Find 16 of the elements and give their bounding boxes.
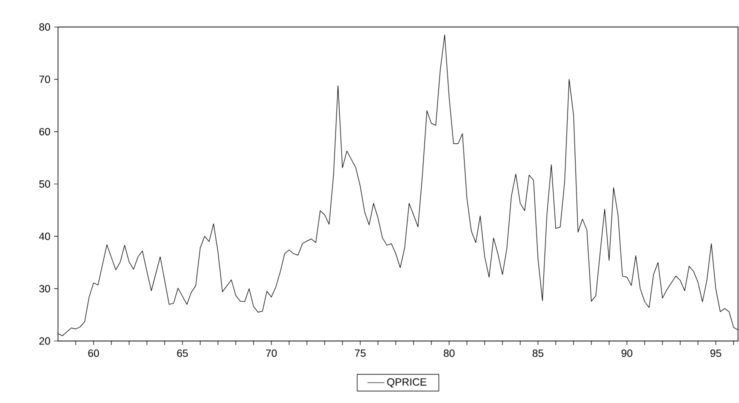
y-tick-label: 20 [39,337,50,345]
x-tick-label: 95 [710,350,722,357]
y-tick-label: 50 [39,180,50,188]
x-tick-label: 70 [266,350,277,357]
y-tick-label: 40 [39,232,50,240]
legend-label: QPRICE [387,378,426,388]
x-tick-label: 60 [88,350,99,357]
y-tick-label: 60 [39,128,50,136]
y-tick-label: 70 [39,76,50,84]
y-tick-label: 30 [39,284,50,292]
x-tick-label: 90 [622,350,632,357]
x-tick-label: 80 [444,350,455,357]
x-tick-label: 75 [354,350,366,357]
x-tick-label: 85 [532,350,544,357]
x-tick-label: 65 [177,350,188,357]
y-tick-label: 80 [39,23,50,31]
